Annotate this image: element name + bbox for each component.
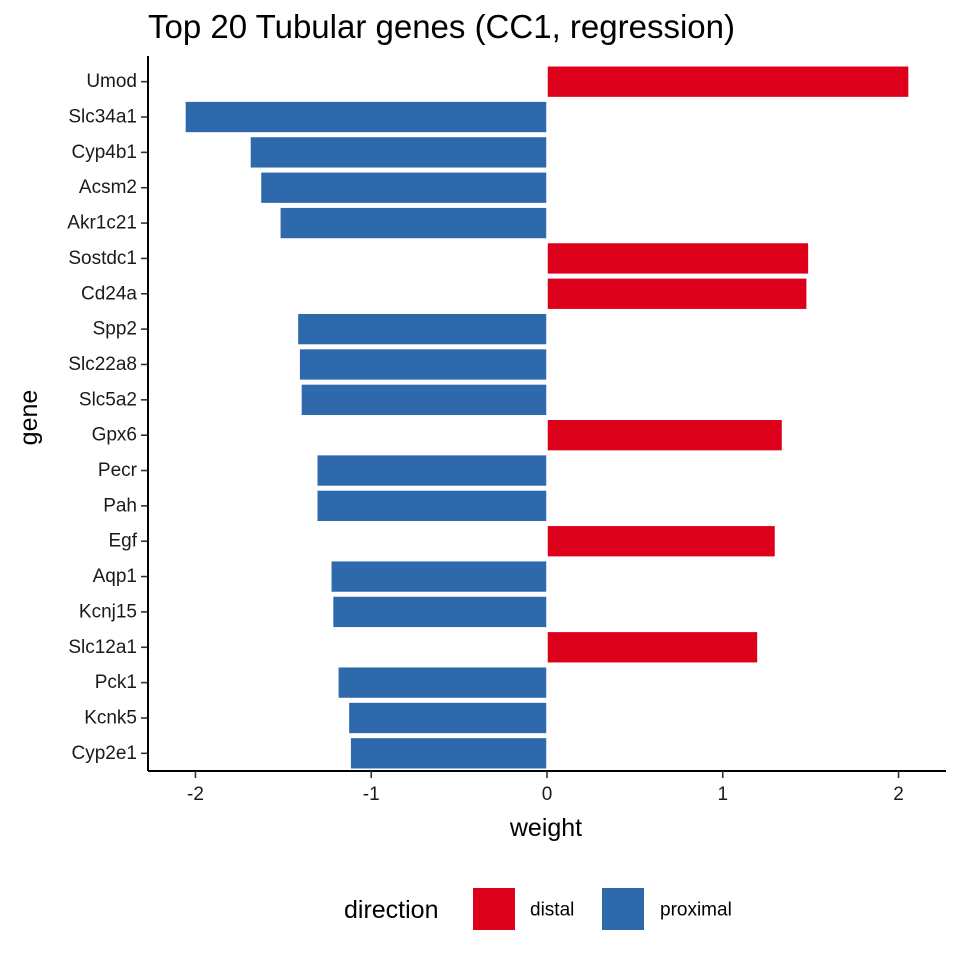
bar-slc12a1 [546, 630, 759, 664]
bar-egf [546, 524, 777, 558]
bar-pah [315, 489, 548, 523]
y-tick-label: Kcnk5 [84, 707, 137, 728]
bar-kcnj15 [331, 595, 548, 629]
y-tick-label: Cd24a [81, 283, 137, 304]
legend-title: direction [344, 896, 439, 924]
bar-slc34a1 [184, 100, 548, 134]
bar-aqp1 [330, 559, 548, 594]
y-tick-label: Cyp2e1 [72, 743, 138, 764]
bar-sostdc1 [546, 241, 810, 276]
bar-cyp4b1 [249, 135, 548, 170]
y-axis-title: gene [15, 390, 43, 446]
legend-key-distal [473, 888, 515, 930]
x-axis-title: weight [509, 814, 582, 842]
y-tick-label: Egf [108, 531, 137, 552]
y-tick-label: Slc12a1 [68, 637, 137, 658]
x-tick-label: 2 [893, 784, 904, 805]
y-tick-label: Cyp4b1 [72, 142, 138, 163]
y-tick-label: Pecr [98, 460, 138, 481]
x-tick-label: -1 [363, 784, 380, 805]
y-tick-label: Pck1 [95, 672, 137, 693]
legend-label-proximal: proximal [660, 900, 732, 921]
axes-layer: Umod Slc34a1 Cyp4b1 Acsm2 Akr1c21 Sostdc1 Cd24… [15, 56, 946, 842]
y-tick-label: Akr1c21 [67, 213, 137, 234]
bar-kcnk5 [347, 701, 548, 735]
bar-cd24a [546, 277, 808, 311]
bar-slc5a2 [300, 383, 548, 417]
y-tick-label: Slc22a8 [68, 354, 137, 375]
bar-spp2 [296, 312, 548, 346]
bar-slc22a8 [298, 347, 548, 382]
bar-umod [546, 65, 910, 99]
chart-title: Top 20 Tubular genes (CC1, regression) [148, 8, 735, 45]
y-tick-label: Gpx6 [92, 425, 137, 446]
y-tick-label: Sostdc1 [68, 248, 137, 269]
legend: direction distal proximal [344, 888, 732, 930]
x-tick-label: 0 [542, 784, 553, 805]
y-tick-label: Slc34a1 [68, 107, 137, 128]
y-tick-label: Spp2 [93, 319, 137, 340]
bar-akr1c21 [279, 206, 548, 240]
bar-cyp2e1 [349, 736, 548, 770]
bar-pecr [315, 453, 548, 488]
legend-key-proximal [602, 888, 644, 930]
legend-label-distal: distal [530, 900, 574, 921]
y-tick-label: Kcnj15 [79, 601, 137, 622]
bars-layer [184, 65, 910, 770]
x-tick-label: -2 [187, 784, 204, 805]
y-tick-label: Pah [103, 495, 137, 516]
x-tick-label: 1 [717, 784, 728, 805]
bar-pck1 [337, 665, 548, 700]
y-tick-label: Acsm2 [79, 177, 137, 198]
y-tick-label: Slc5a2 [79, 389, 137, 410]
y-tick-label: Umod [86, 71, 137, 92]
bar-acsm2 [259, 171, 548, 205]
bar-gpx6 [546, 418, 784, 452]
y-tick-label: Aqp1 [93, 566, 137, 587]
